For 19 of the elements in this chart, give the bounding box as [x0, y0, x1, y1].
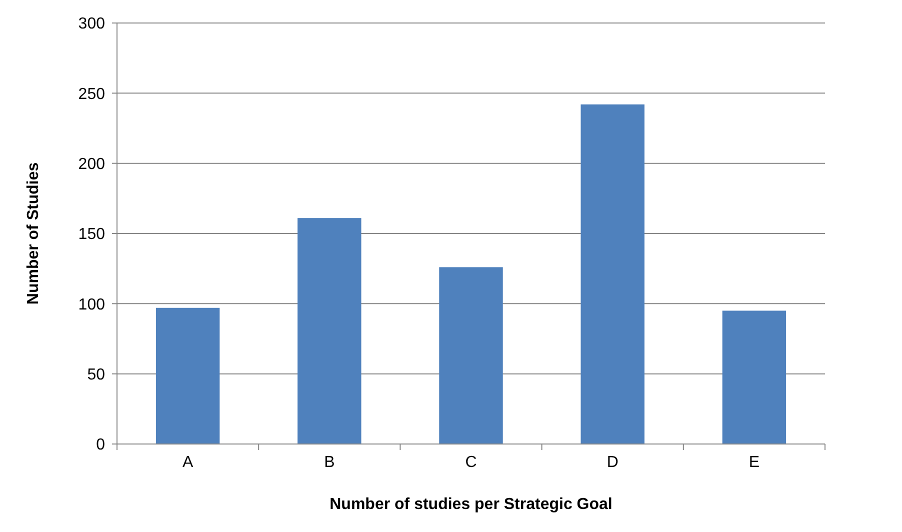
x-tick-label: D	[606, 454, 618, 471]
y-tick-label: 300	[78, 16, 106, 33]
x-tick-label: B	[324, 454, 335, 471]
y-tick-label: 100	[78, 296, 106, 314]
bar	[439, 267, 503, 444]
y-tick-label: 250	[78, 86, 106, 103]
bar	[298, 218, 362, 444]
x-tick-label: A	[182, 454, 194, 471]
y-axis-title: Number of Studies	[25, 162, 42, 305]
x-tick-label: E	[748, 454, 760, 471]
y-tick-label: 0	[96, 436, 106, 454]
bar	[722, 310, 786, 444]
y-tick-label: 150	[78, 226, 106, 244]
bar	[580, 104, 644, 444]
x-tick-label: C	[465, 454, 477, 471]
y-tick-label: 200	[78, 156, 106, 173]
x-axis-title: Number of studies per Strategic Goal	[330, 496, 612, 513]
y-tick-label: 50	[87, 366, 106, 384]
bar	[156, 308, 220, 444]
